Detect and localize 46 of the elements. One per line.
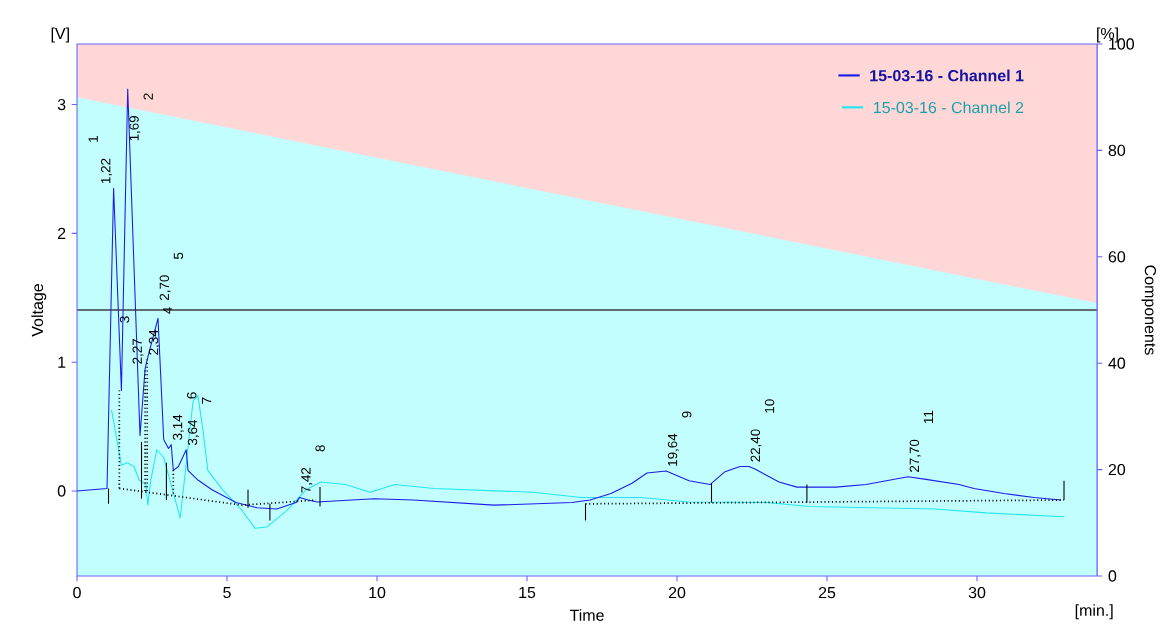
annotation: 27,70: [909, 439, 921, 472]
annotation: 6: [187, 392, 197, 399]
annotation: 7: [202, 397, 212, 404]
x-tick-label: 15: [519, 586, 536, 599]
annotation: 2: [143, 93, 153, 100]
annotation: 11: [923, 410, 933, 423]
y2-tick-label: 40: [1108, 357, 1126, 369]
annotation: 4: [163, 307, 173, 314]
y2-tick-label: 0: [1108, 570, 1117, 582]
y-tick-label: 1: [58, 356, 66, 368]
y2-tick-label: 80: [1108, 144, 1126, 157]
y2-axis-title: Components: [1141, 265, 1157, 355]
annotation: 3,14: [172, 414, 184, 440]
annotation: 3: [119, 316, 130, 323]
x-tick-label: 5: [223, 586, 231, 599]
line-series: [77, 88, 1062, 510]
x-axis-title: Time: [569, 609, 604, 621]
x-tick-label: 30: [968, 586, 986, 599]
x-tick-label: 0: [73, 586, 81, 599]
annotation: 7,42: [301, 467, 313, 493]
y-axis-title: Voltage: [31, 284, 47, 337]
legend-label: 15-03-16 - Channel 1: [870, 69, 1024, 82]
annotation: 19,64: [667, 433, 679, 466]
annotation: 2,34: [148, 329, 160, 355]
y2-tick-label: 20: [1108, 463, 1126, 476]
y-tick-label: 2: [57, 227, 66, 239]
y-tick-label: 3: [57, 98, 66, 111]
annotation: 1: [88, 136, 98, 142]
x-tick-label: 25: [818, 586, 836, 599]
annotation: 10: [764, 399, 775, 413]
text: [V]: [51, 27, 69, 43]
annotation: 2,27: [132, 339, 144, 364]
annotation: 2,70: [159, 275, 171, 300]
annotation: 1,22: [101, 158, 113, 183]
annotation: 9: [682, 411, 692, 418]
y-tick-label: 0: [57, 485, 66, 497]
annotation: 5: [173, 252, 184, 259]
text: [min.]: [1075, 604, 1113, 620]
y2-tick-label: 60: [1108, 251, 1126, 263]
annotation: 3,64: [187, 419, 199, 445]
legend-label: 15-03-16 - Channel 2: [874, 101, 1024, 114]
annotation: 22,40: [750, 429, 762, 462]
annotation: 1,69: [129, 116, 141, 141]
x-tick-label: 10: [369, 586, 386, 599]
annotation: 8: [315, 445, 325, 452]
x-tick-label: 20: [668, 586, 686, 599]
